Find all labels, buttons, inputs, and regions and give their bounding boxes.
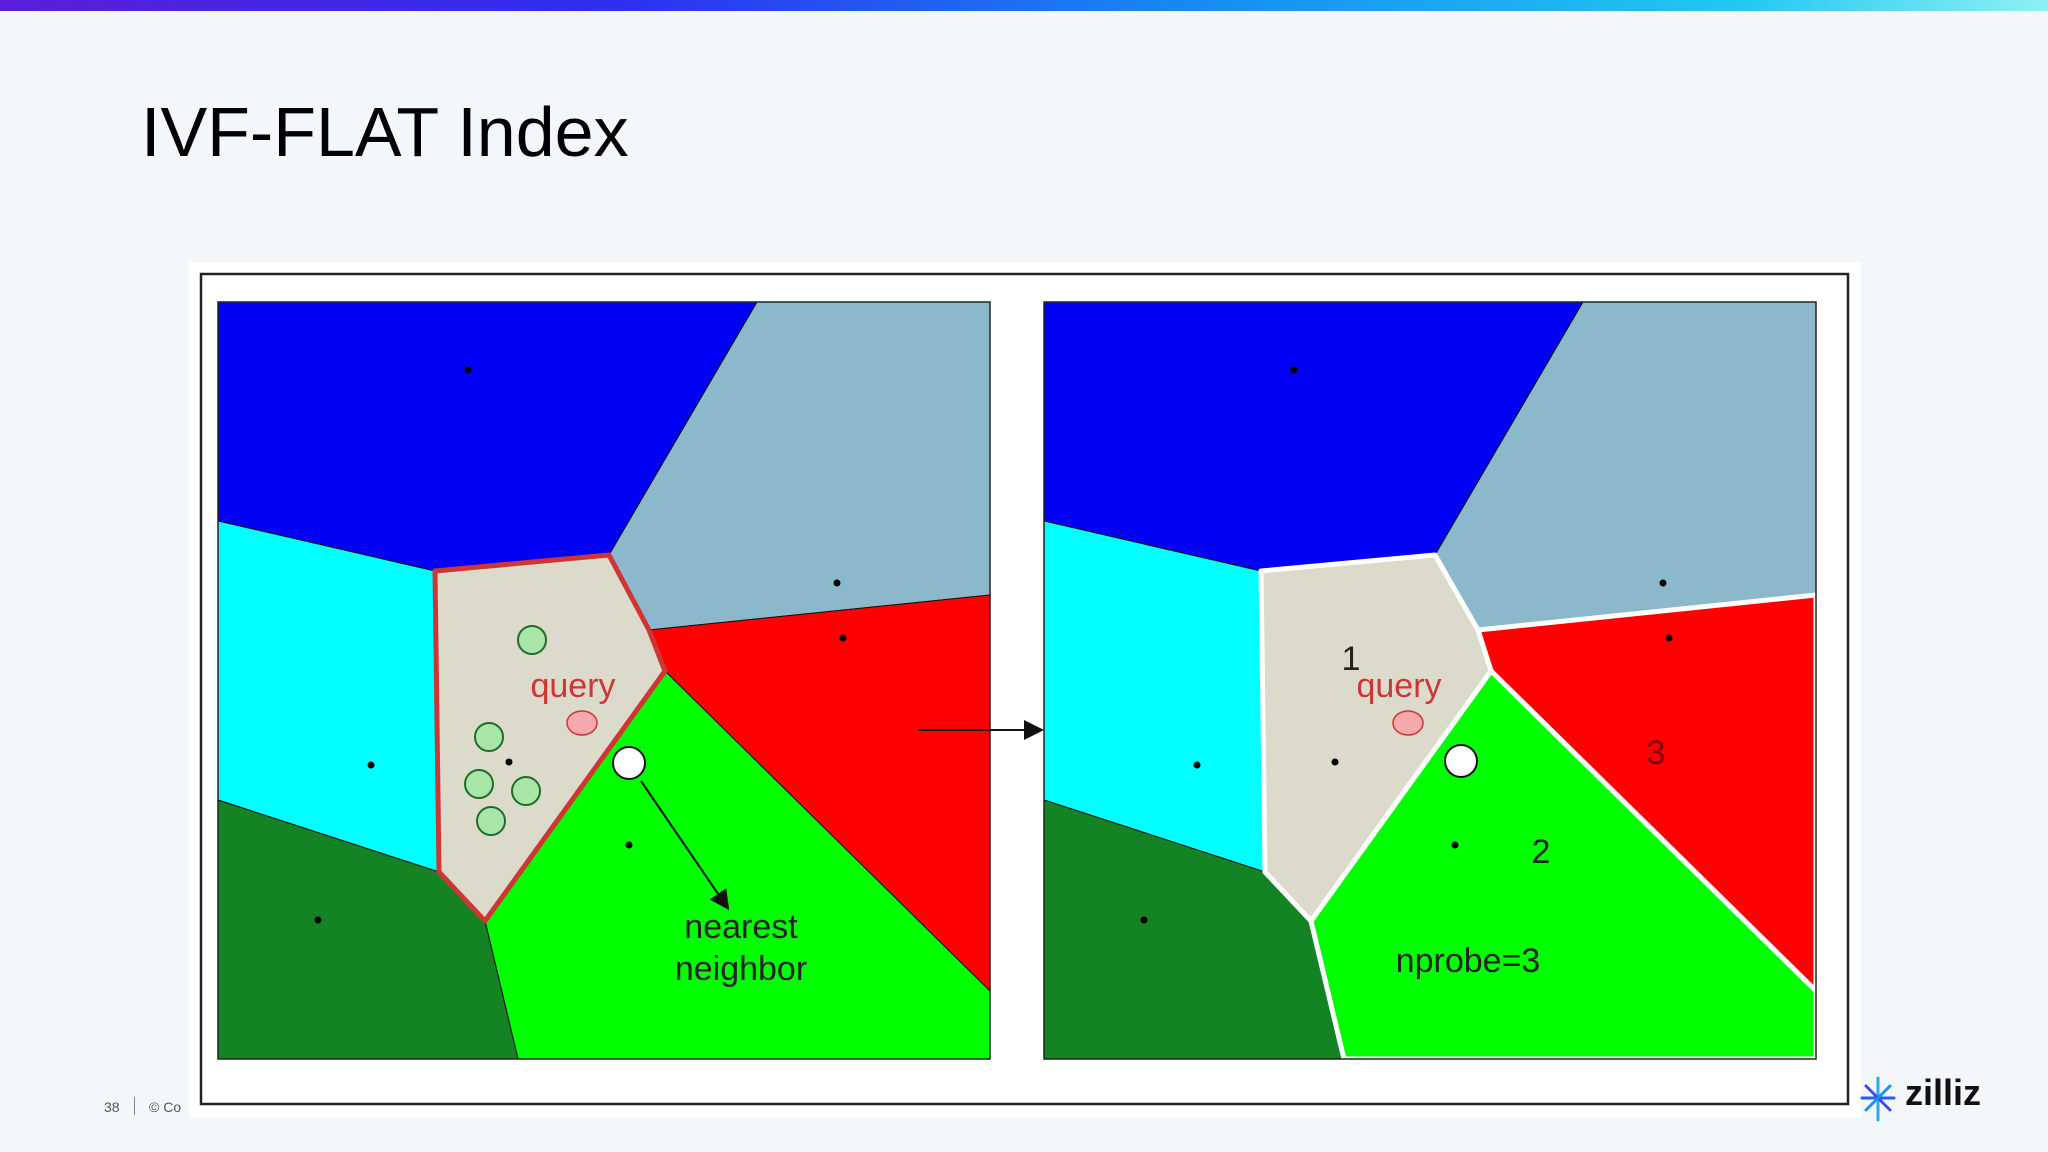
centroid-dot [1290,366,1298,374]
neighbor-arrow [640,780,730,911]
query-point [1392,710,1424,736]
cell-label-1: 1 [1342,640,1361,678]
copyright-text: © Co [149,1099,182,1115]
left-voronoi-panel: query nearest neighbor [217,301,991,1060]
data-point [476,806,506,836]
zilliz-star-icon [1860,1076,1896,1122]
top-accent-bar [0,0,2048,11]
centroid-dot [839,634,847,642]
cell-beige-probed [1258,552,1494,924]
query-label: query [1356,667,1441,705]
data-point [517,625,547,655]
centroid-dot [367,761,375,769]
neighbor-label-line1: nearest [684,908,798,946]
centroid-dot [1451,841,1459,849]
data-point [464,769,494,799]
right-voronoi-panel: 1 query 3 2 nprobe=3 [1043,301,1817,1060]
page-number: 38 [104,1099,120,1115]
query-point [566,710,598,736]
nearest-neighbor-point [1444,744,1478,778]
centroid-dot [1331,758,1339,766]
centroid-dot [314,916,322,924]
centroid-dot [1665,634,1673,642]
centroid-dot [625,841,633,849]
figure-frame [199,272,1850,1106]
centroid-dot [1140,916,1148,924]
data-point [511,776,541,806]
cell-darkgreen [218,799,519,1059]
cell-label-3: 3 [1647,734,1666,772]
centroid-dot [505,758,513,766]
query-label: query [530,667,615,705]
neighbor-label-line2: neighbor [675,950,807,988]
centroid-dot [464,366,472,374]
slide-title: IVF-FLAT Index [141,93,629,171]
nprobe-label: nprobe=3 [1396,942,1541,980]
centroid-dot [1659,579,1667,587]
logo-text: zilliz [1905,1072,1982,1113]
centroid-dot [833,579,841,587]
zilliz-logo [1860,1076,1896,1122]
centroid-dot [1193,761,1201,769]
data-point [474,722,504,752]
cell-label-2: 2 [1532,833,1551,871]
nearest-neighbor-point [612,746,646,780]
footer-divider [134,1097,135,1115]
